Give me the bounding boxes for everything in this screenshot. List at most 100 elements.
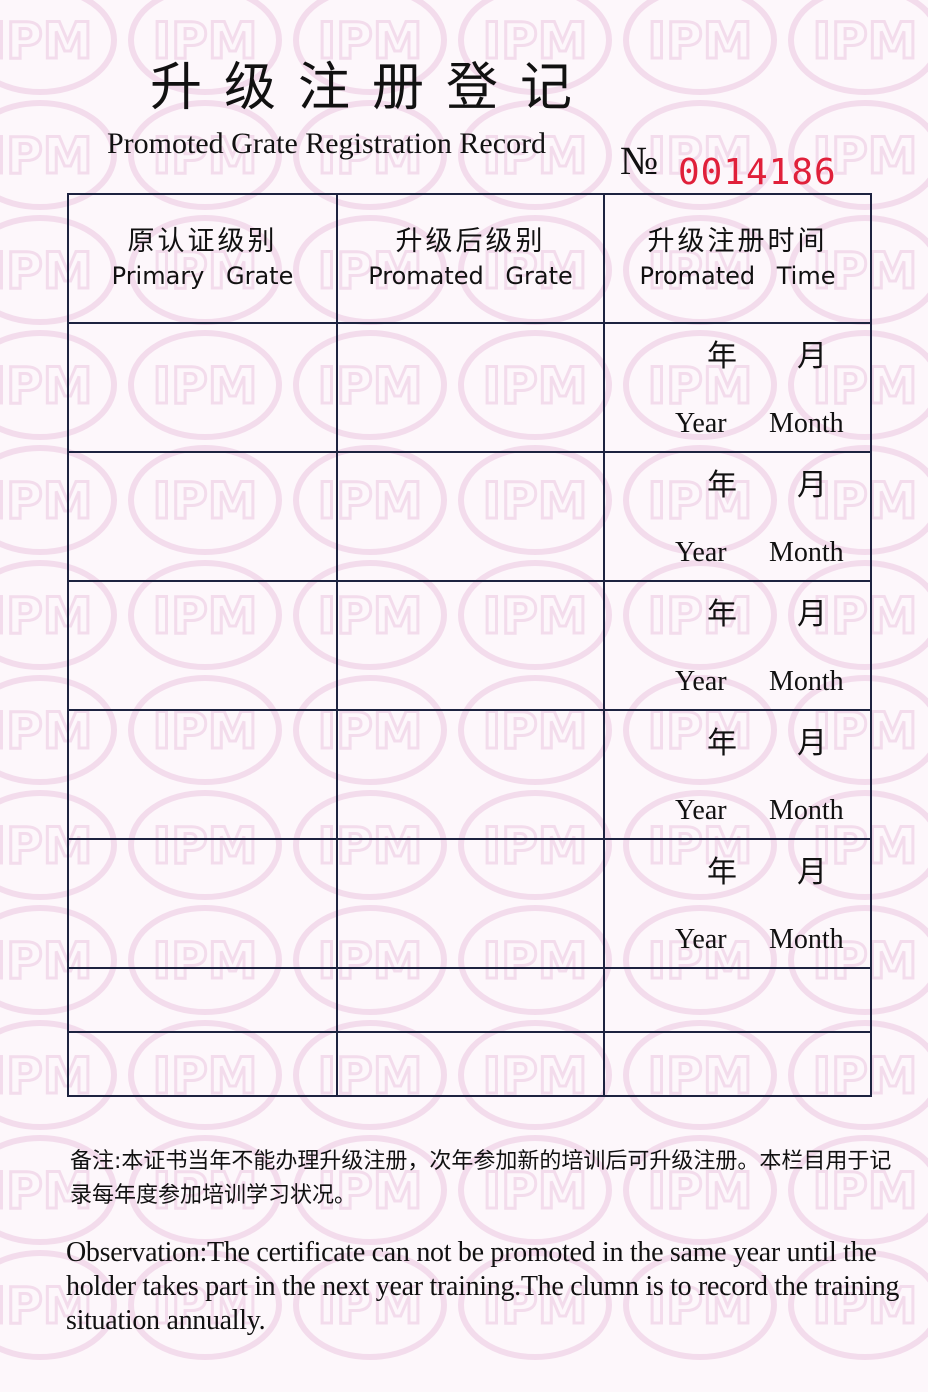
svg-text:IPM: IPM [812,12,917,70]
table-row-blank [67,1031,872,1097]
table-row: 年 月 Year Month [67,709,872,840]
watermark-emblem: IPM [293,1135,447,1245]
year-en-label: Year [675,795,727,826]
svg-text:IPM: IPM [0,1162,93,1220]
watermark-emblem: IPM [0,1135,117,1245]
year-en-label: Year [675,666,727,697]
blank-cell[interactable] [603,1031,872,1097]
watermark-emblem: IPM [458,100,612,210]
svg-text:IPM: IPM [812,1277,917,1335]
primary-grate-cell[interactable] [67,451,338,582]
header-promated-time: 升级注册时间 Promated Time [603,193,872,324]
promated-time-cell[interactable]: 年 月 Year Month [603,451,872,582]
header-en: Primary Grate [111,261,294,290]
year-cn-label: 年 [707,726,737,761]
promated-time-cell[interactable]: 年 月 Year Month [603,580,872,711]
watermark-emblem: IPM [458,1250,612,1360]
primary-grate-cell[interactable] [67,580,338,711]
year-en-label: Year [675,537,727,568]
watermark-emblem: IPM [458,0,612,95]
header-primary-grate: 原认证级别 Primary Grate [67,193,338,324]
blank-cell[interactable] [603,967,872,1033]
svg-text:IPM: IPM [317,1162,422,1220]
blank-cell[interactable] [336,967,605,1033]
watermark-emblem: IPM [623,0,777,95]
promated-time-cell[interactable]: 年 月 Year Month [603,838,872,969]
year-en-label: Year [675,408,727,439]
svg-text:IPM: IPM [647,1277,752,1335]
header-cn: 升级注册时间 [647,225,828,257]
promated-grate-cell[interactable] [336,322,605,453]
header-cn: 升级后级别 [395,225,546,257]
year-cn-label: 年 [707,339,737,374]
primary-grate-cell[interactable] [67,709,338,840]
promated-grate-cell[interactable] [336,838,605,969]
promated-grate-cell[interactable] [336,580,605,711]
registration-table: 原认证级别 Primary Grate 升级后级别 Promated Grate… [67,193,872,1097]
watermark-emblem: IPM [128,0,282,95]
note-english: Observation:The certificate can not be p… [66,1237,900,1336]
watermark-emblem: IPM [0,100,117,210]
number-prefix: № [620,138,659,183]
table-row: 年 月 Year Month [67,322,872,453]
title-english: Promoted Grate Registration Record [107,127,547,160]
month-en-label: Month [769,537,844,568]
note-chinese: 备注:本证书当年不能办理升级注册，次年参加新的培训后可升级注册。本栏目用于记录每… [70,1149,892,1208]
month-cn-label: 月 [797,597,827,632]
month-cn-label: 月 [797,855,827,890]
svg-text:IPM: IPM [812,1162,917,1220]
promated-time-cell[interactable]: 年 月 Year Month [603,709,872,840]
header-en: Promated Time [639,261,836,290]
primary-grate-cell[interactable] [67,838,338,969]
svg-text:IPM: IPM [647,127,752,185]
svg-text:IPM: IPM [482,12,587,70]
year-cn-label: 年 [707,597,737,632]
year-en-label: Year [675,924,727,955]
blank-cell[interactable] [67,1031,338,1097]
watermark-emblem: IPM [458,1135,612,1245]
svg-text:IPM: IPM [0,127,93,185]
svg-text:IPM: IPM [647,12,752,70]
promated-time-cell[interactable]: 年 月 Year Month [603,322,872,453]
header-en: Promated Grate [368,261,573,290]
svg-text:IPM: IPM [317,1277,422,1335]
watermark-emblem: IPM [128,1135,282,1245]
month-en-label: Month [769,666,844,697]
year-cn-label: 年 [707,468,737,503]
table-row: 年 月 Year Month [67,838,872,969]
watermark-emblem: IPM [788,0,928,95]
svg-text:IPM: IPM [482,1162,587,1220]
table-row: 年 月 Year Month [67,580,872,711]
svg-text:IPM: IPM [0,12,93,70]
svg-text:IPM: IPM [317,127,422,185]
watermark-emblem: IPM [293,0,447,95]
watermark-emblem: IPM [788,1250,928,1360]
svg-text:IPM: IPM [812,127,917,185]
table-row: 年 月 Year Month [67,451,872,582]
watermark-emblem: IPM [788,1135,928,1245]
svg-text:IPM: IPM [152,12,257,70]
watermark-emblem: IPM [623,100,777,210]
serial-number: 0014186 [678,152,837,193]
month-en-label: Month [769,924,844,955]
primary-grate-cell[interactable] [67,322,338,453]
watermark-emblem: IPM [293,1250,447,1360]
svg-text:IPM: IPM [152,1162,257,1220]
svg-text:IPM: IPM [482,127,587,185]
watermark-emblem: IPM [623,1135,777,1245]
watermark-emblem: IPM [128,1250,282,1360]
svg-text:IPM: IPM [0,1277,93,1335]
svg-text:IPM: IPM [482,1277,587,1335]
header-promated-grate: 升级后级别 Promated Grate [336,193,605,324]
promated-grate-cell[interactable] [336,451,605,582]
watermark-emblem: IPM [0,1250,117,1360]
watermark-emblem: IPM [0,0,117,95]
watermark-emblem: IPM [623,1250,777,1360]
svg-text:IPM: IPM [152,1277,257,1335]
blank-cell[interactable] [336,1031,605,1097]
blank-cell[interactable] [67,967,338,1033]
month-cn-label: 月 [797,726,827,761]
promated-grate-cell[interactable] [336,709,605,840]
svg-text:IPM: IPM [317,12,422,70]
table-row-blank [67,967,872,1033]
